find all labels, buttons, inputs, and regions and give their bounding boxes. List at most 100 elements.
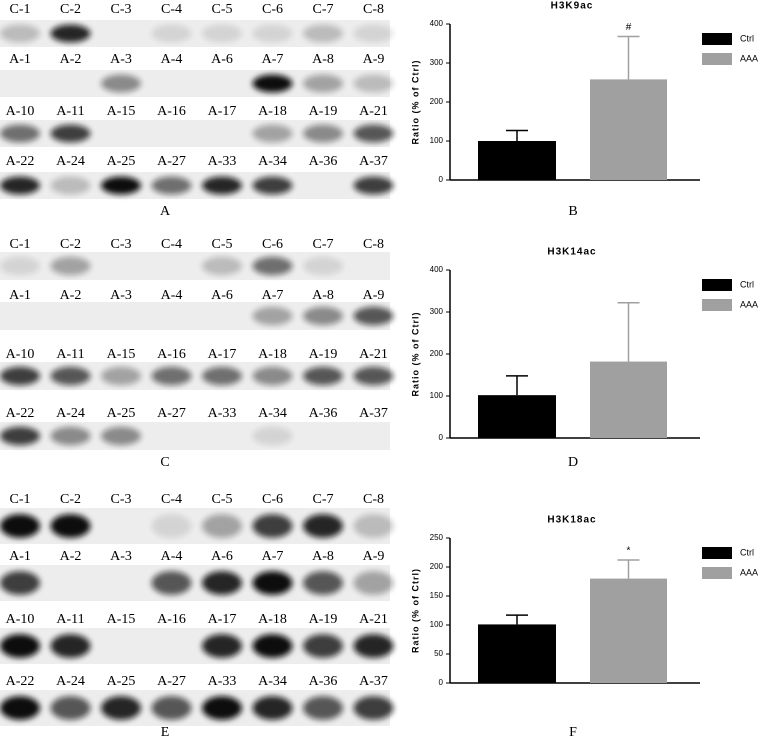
- panel-label: D: [568, 455, 578, 470]
- y-tick-label: 100: [430, 136, 444, 145]
- band: [252, 124, 293, 143]
- lane-label: A-21: [359, 104, 388, 119]
- bar: [478, 624, 556, 683]
- lane-label: A-33: [208, 154, 237, 169]
- band: [353, 571, 394, 595]
- lane-label: A-34: [258, 674, 287, 689]
- lane-label: A-19: [309, 104, 338, 119]
- legend-swatch: [702, 53, 732, 65]
- band: [202, 514, 242, 538]
- lane-label: A-17: [208, 104, 237, 119]
- lane-label: C-8: [363, 492, 384, 507]
- band: [303, 124, 343, 143]
- band: [50, 366, 91, 386]
- band: [252, 256, 293, 276]
- legend-swatch: [702, 547, 732, 559]
- lane-label: A-34: [258, 154, 287, 169]
- lane-label: C-6: [262, 237, 283, 252]
- chart-title: H3K14ac: [547, 247, 596, 258]
- band: [151, 571, 192, 595]
- band: [252, 176, 293, 195]
- lane-label: A-2: [60, 549, 82, 564]
- lane-label: A-19: [309, 612, 338, 627]
- band: [0, 696, 40, 720]
- band: [353, 176, 394, 195]
- band: [353, 306, 394, 326]
- band: [252, 366, 293, 386]
- lane-label: C-8: [363, 237, 384, 252]
- lane-label: A-36: [309, 406, 338, 421]
- lane-label: A-24: [56, 674, 85, 689]
- band: [101, 696, 141, 720]
- lane-label: A-25: [107, 154, 136, 169]
- chart-title: H3K18ac: [547, 515, 596, 526]
- lane-label: A-17: [208, 347, 237, 362]
- lane-label: C-3: [111, 237, 132, 252]
- y-tick-label: 100: [430, 391, 444, 400]
- lane-label: A-8: [312, 549, 334, 564]
- lane-label: A-16: [157, 104, 186, 119]
- lane-label: A-1: [9, 288, 31, 303]
- panel-label: E: [161, 725, 170, 740]
- band: [252, 306, 293, 326]
- legend-swatch: [702, 33, 732, 45]
- lane-label: A-4: [161, 288, 183, 303]
- y-tick-label: 200: [430, 562, 444, 571]
- lane-label: A-18: [258, 104, 287, 119]
- y-tick-label: 300: [430, 58, 444, 67]
- y-axis-label: Ratio (% of Ctrl): [410, 60, 420, 145]
- y-tick-label: 150: [430, 591, 444, 600]
- lane-label: C-7: [313, 237, 334, 252]
- band: [353, 74, 394, 93]
- y-tick-label: 0: [439, 433, 444, 442]
- lane-label: A-7: [262, 288, 284, 303]
- bar: [590, 578, 667, 683]
- band: [0, 426, 40, 446]
- lane-label: A-33: [208, 406, 237, 421]
- panel-label: F: [569, 725, 577, 740]
- band: [252, 634, 293, 658]
- lane-label: A-36: [309, 154, 338, 169]
- lane-label: A-15: [107, 347, 136, 362]
- legend-swatch: [702, 279, 732, 291]
- band: [252, 426, 293, 446]
- lane-label: C-1: [10, 237, 31, 252]
- lane-label: C-3: [111, 492, 132, 507]
- lane-label: A-27: [157, 154, 186, 169]
- panel-label: A: [160, 204, 171, 219]
- band: [303, 74, 343, 93]
- bar: [478, 395, 556, 438]
- band: [353, 24, 394, 43]
- y-tick-label: 200: [430, 97, 444, 106]
- lane-label: C-4: [161, 237, 182, 252]
- annotation: *: [627, 546, 631, 557]
- band: [151, 366, 192, 386]
- panel-label: C: [160, 455, 169, 470]
- band: [50, 426, 91, 446]
- lane-label: C-7: [313, 492, 334, 507]
- band: [202, 696, 242, 720]
- lane-label: A-27: [157, 674, 186, 689]
- band: [202, 634, 242, 658]
- lane-label: A-27: [157, 406, 186, 421]
- lane-label: C-7: [313, 2, 334, 17]
- band: [252, 696, 293, 720]
- legend-label: Ctrl: [740, 279, 754, 289]
- lane-label: A-9: [363, 288, 385, 303]
- legend-swatch: [702, 299, 732, 311]
- lane-label: A-16: [157, 347, 186, 362]
- band: [353, 366, 394, 386]
- y-axis-label: Ratio (% of Ctrl): [410, 568, 420, 653]
- lane-label: A-10: [6, 104, 35, 119]
- lane-label: A-4: [161, 549, 183, 564]
- lane-label: A-9: [363, 549, 385, 564]
- panel-label: B: [568, 204, 577, 219]
- y-tick-label: 0: [439, 175, 444, 184]
- legend-label: AAA: [740, 567, 758, 577]
- band: [303, 366, 343, 386]
- lane-label: C-6: [262, 492, 283, 507]
- lane-label: A-1: [9, 52, 31, 67]
- legend-label: Ctrl: [740, 33, 754, 43]
- band: [50, 124, 91, 143]
- bar: [590, 361, 667, 438]
